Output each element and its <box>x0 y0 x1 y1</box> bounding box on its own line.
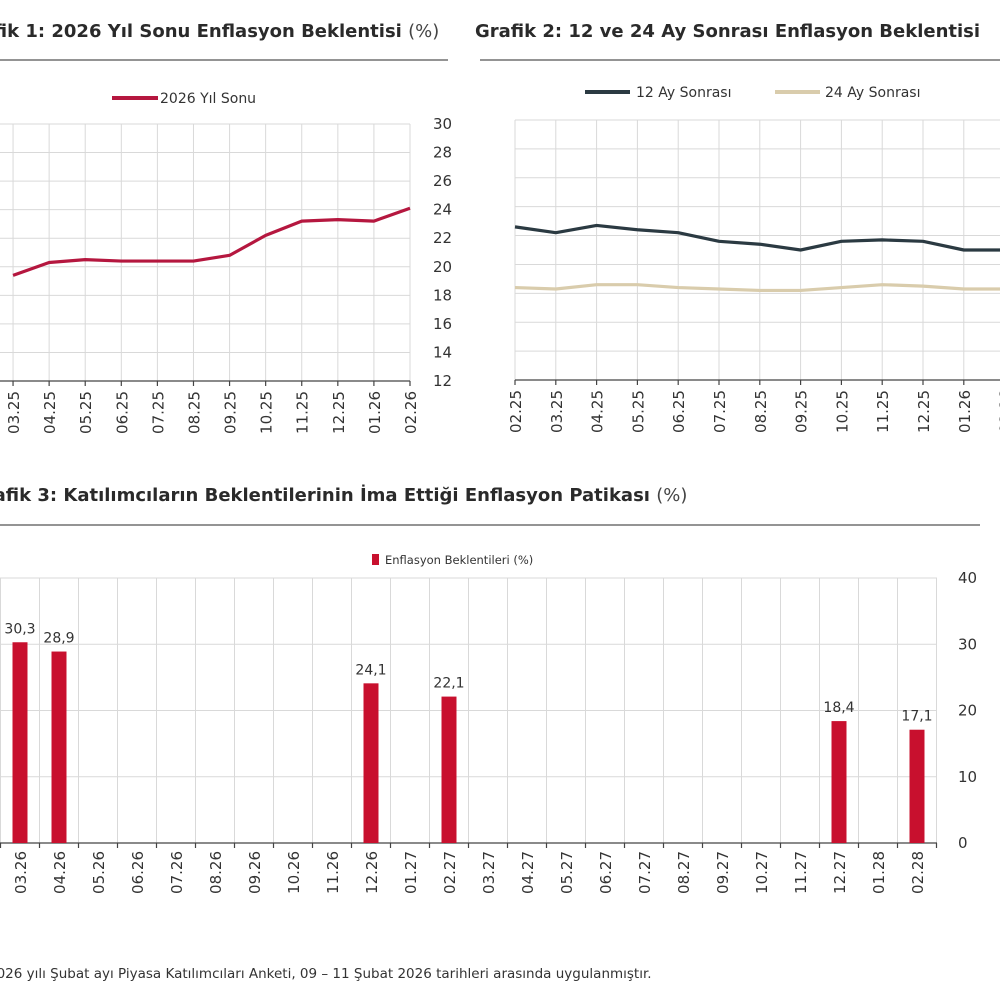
chart1-ytick-16: 16 <box>433 315 452 333</box>
chart3-xtick-01.27: 01.27 <box>402 851 420 894</box>
chart3-title: Grafik 3: Katılımcıların Beklentilerinin… <box>0 484 687 506</box>
chart1-ytick-20: 20 <box>433 258 452 276</box>
chart3-bar-label-02.27: 22,1 <box>433 676 464 692</box>
chart2-xtick-09.25: 09.25 <box>793 390 811 433</box>
chart2-xtick-02.25: 02.25 <box>507 390 525 433</box>
chart3-xtick-07.27: 07.27 <box>636 851 654 894</box>
chart3-xtick-10.26: 10.26 <box>285 851 303 894</box>
chart2-legend-label-12: 12 Ay Sonrası <box>636 85 731 101</box>
chart2-plot: 02.25 03.25 04.25 05.25 06.25 07.25 08.25 09.25… <box>507 119 1000 433</box>
chart3-xtick-11.26: 11.26 <box>324 851 342 894</box>
chart3-xtick-12.27: 12.27 <box>831 851 849 894</box>
chart3-ytick-40: 40 <box>958 569 977 587</box>
chart2-legend-label-24: 24 Ay Sonrası <box>825 85 920 101</box>
chart3-xtick-04.26: 04.26 <box>51 851 69 894</box>
chart2-xtick-05.25: 05.25 <box>629 390 647 433</box>
chart2-xtick-04.25: 04.25 <box>589 390 607 433</box>
chart3-xtick-10.27: 10.27 <box>753 851 771 894</box>
chart1-xtick-01.26: 01.26 <box>366 391 384 434</box>
chart3-bar-03.26 <box>12 642 28 843</box>
chart3-legend-label: Enflasyon Beklentileri (%) <box>385 553 533 567</box>
chart3-xtick-12.26: 12.26 <box>363 851 381 894</box>
chart3-xtick-06.27: 06.27 <box>597 851 615 894</box>
chart1-xtick-10.25: 10.25 <box>258 391 276 434</box>
chart1-xtick-11.25: 11.25 <box>294 391 312 434</box>
chart3-legend-swatch <box>372 554 379 565</box>
chart3-bar-label-12.26: 24,1 <box>355 662 386 678</box>
chart3-xtick-07.26: 07.26 <box>168 851 186 894</box>
chart1-xtick-06.25: 06.25 <box>113 391 131 434</box>
chart3-bar-02.27 <box>441 696 457 843</box>
chart3-xtick-09.26: 09.26 <box>246 851 264 894</box>
chart2-xtick-12.25: 12.25 <box>915 390 933 433</box>
chart1-ytick-30: 30 <box>433 115 452 133</box>
chart1-ytick-12: 12 <box>433 372 452 390</box>
chart3-xtick-02.28: 02.28 <box>909 851 927 894</box>
chart1-xtick-03.25: 03.25 <box>5 391 23 434</box>
chart3-xtick-01.28: 01.28 <box>870 851 888 894</box>
chart3-xtick-03.26: 03.26 <box>12 851 30 894</box>
chart1-xtick-12.25: 12.25 <box>330 391 348 434</box>
chart2-xtick-01.26: 01.26 <box>956 390 974 433</box>
chart3-xtick-02.27: 02.27 <box>441 851 459 894</box>
chart3-xtick-03.27: 03.27 <box>480 851 498 894</box>
chart2-xtick-08.25: 08.25 <box>752 390 770 433</box>
chart1-ytick-22: 22 <box>433 229 452 247</box>
chart3-ytick-10: 10 <box>958 768 977 786</box>
chart1-ytick-24: 24 <box>433 201 452 219</box>
chart3-bar-label-04.26: 28,9 <box>43 631 74 647</box>
chart3-ytick-20: 20 <box>958 702 977 720</box>
chart1-xtick-09.25: 09.25 <box>222 391 240 434</box>
chart3-bar-04.26 <box>51 651 67 843</box>
chart1-xtick-04.25: 04.25 <box>41 391 59 434</box>
chart1-ytick-14: 14 <box>433 343 452 361</box>
chart3-xtick-06.26: 06.26 <box>129 851 147 894</box>
chart3-xtick-05.27: 05.27 <box>558 851 576 894</box>
chart1-ytick-26: 26 <box>433 172 452 190</box>
chart3-xtick-08.27: 08.27 <box>675 851 693 894</box>
chart1-xtick-08.25: 08.25 <box>185 391 203 434</box>
chart1-series-line-0 <box>12 206 411 277</box>
chart2-series-line-0 <box>514 223 1000 252</box>
chart2-xtick-10.25: 10.25 <box>833 390 851 433</box>
chart1-xtick-07.25: 07.25 <box>149 391 167 434</box>
chart1-ytick-18: 18 <box>433 286 452 304</box>
chart3-bar-02.28 <box>909 729 925 843</box>
chart2-xtick-06.25: 06.25 <box>670 390 688 433</box>
chart2-xtick-02.26: 02.26 <box>997 390 1000 433</box>
chart1-xtick-05.25: 05.25 <box>77 391 95 434</box>
chart3-xtick-08.26: 08.26 <box>207 851 225 894</box>
chart1-xtick-02.26: 02.26 <box>402 391 420 434</box>
chart3-xtick-05.26: 05.26 <box>90 851 108 894</box>
chart2-xtick-07.25: 07.25 <box>711 390 729 433</box>
chart3-bar-12.27 <box>831 721 847 843</box>
chart3-bar-label-03.26: 30,3 <box>4 621 35 637</box>
chart2-title: Grafik 2: 12 ve 24 Ay Sonrası Enflasyon … <box>475 21 980 42</box>
chart2-series-line-1 <box>514 283 1000 293</box>
chart3-bar-12.26 <box>363 683 379 843</box>
chart3-xtick-04.27: 04.27 <box>519 851 537 894</box>
chart1-ytick-28: 28 <box>433 144 452 162</box>
chart3-xtick-11.27: 11.27 <box>792 851 810 894</box>
chart1-legend-label: 2026 Yıl Sonu <box>160 91 256 107</box>
chart3-ytick-0: 0 <box>958 834 968 852</box>
footnote: 2026 yılı Şubat ayı Piyasa Katılımcıları… <box>0 966 652 982</box>
chart3-xtick-09.27: 09.27 <box>714 851 732 894</box>
chart3-ytick-30: 30 <box>958 635 977 653</box>
chart3-bar-label-12.27: 18,4 <box>823 700 854 716</box>
chart2-xtick-03.25: 03.25 <box>548 390 566 433</box>
chart2-xtick-11.25: 11.25 <box>874 390 892 433</box>
chart3-bar-label-02.28: 17,1 <box>901 709 932 725</box>
chart1-plot: 30 28 26 24 22 20 18 16 14 12 03.25 04.25 05.25 06.25… <box>0 115 452 434</box>
chart3-plot: 40 30 20 10 0 03.26 30,3 04.26 28,9 05.26 06.26 07.… <box>0 569 977 894</box>
chart1-title: Grafik 1: 2026 Yıl Sonu Enflasyon Beklen… <box>0 21 439 42</box>
